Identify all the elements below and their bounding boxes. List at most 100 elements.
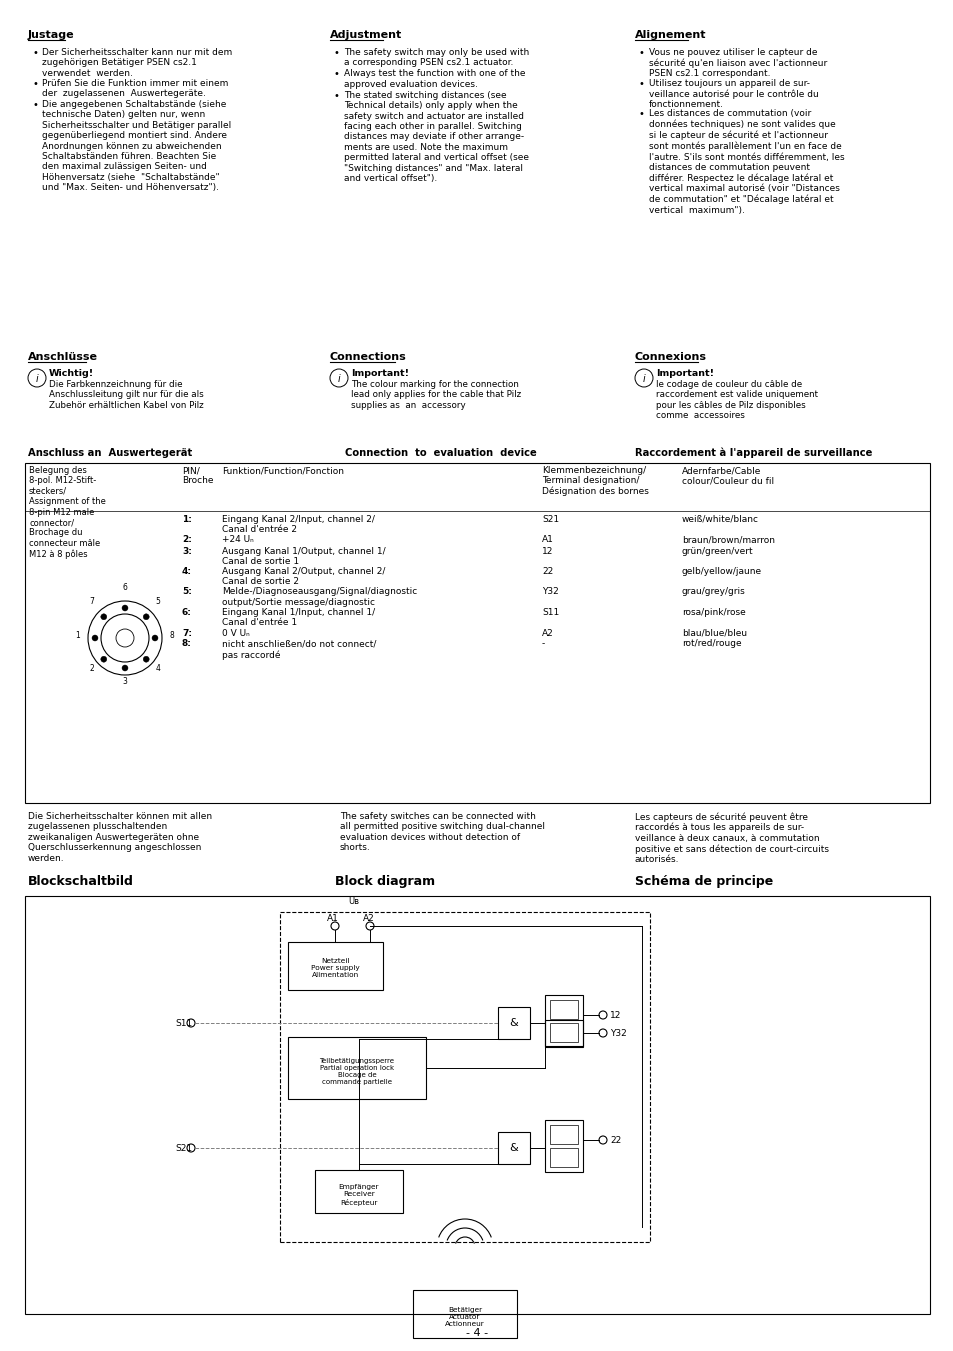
Bar [550, 1000, 578, 1019]
Text: Connection  to  evaluation  device: Connection to evaluation device [345, 449, 537, 458]
Text: 12: 12 [609, 1011, 620, 1020]
Circle shape [143, 657, 149, 662]
Text: -: - [541, 639, 545, 648]
Text: weiß/white/blanc: weiß/white/blanc [681, 515, 759, 524]
Circle shape [122, 665, 128, 671]
Text: Wichtig!: Wichtig! [49, 369, 94, 378]
Text: 12: 12 [541, 547, 553, 555]
Text: Les capteurs de sécurité peuvent être
raccordés à tous les appareils de sur-
vei: Les capteurs de sécurité peuvent être ra… [635, 812, 828, 865]
Text: Always test the function with one of the
approved evaluation devices.: Always test the function with one of the… [344, 69, 525, 89]
Text: A2: A2 [541, 628, 553, 638]
Bar [280, 912, 649, 1242]
Text: 3:: 3: [182, 547, 192, 555]
Text: le codage de couleur du câble de
raccordement est valide uniquement
pour les câb: le codage de couleur du câble de raccord… [656, 380, 817, 420]
Text: •: • [639, 109, 644, 119]
Bar [497, 1006, 530, 1039]
Text: A1: A1 [541, 535, 554, 544]
Text: 22: 22 [609, 1136, 620, 1146]
Text: Betätiger
Actuator
Actionneur: Betätiger Actuator Actionneur [445, 1306, 484, 1327]
Text: •: • [639, 78, 644, 89]
Text: •: • [32, 49, 38, 58]
Text: braun/brown/marron: braun/brown/marron [681, 535, 774, 544]
Text: Eingang Kanal 1/Input, channel 1/
Canal d'entrée 1: Eingang Kanal 1/Input, channel 1/ Canal … [222, 608, 375, 627]
Text: i: i [35, 374, 38, 384]
Text: Schéma de principe: Schéma de principe [635, 875, 773, 888]
Text: Justage: Justage [28, 30, 74, 41]
Text: Block diagram: Block diagram [335, 875, 435, 888]
Text: Melde-/Diagnoseausgang/Signal/diagnostic
output/Sortie message/diagnostic: Melde-/Diagnoseausgang/Signal/diagnostic… [222, 588, 416, 607]
Text: Die angegebenen Schaltabstände (siehe
technische Daten) gelten nur, wenn
Sicherh: Die angegebenen Schaltabstände (siehe te… [42, 100, 231, 192]
Text: S21: S21 [541, 515, 558, 524]
Text: Eingang Kanal 2/Input, channel 2/
Canal d'entrée 2: Eingang Kanal 2/Input, channel 2/ Canal … [222, 515, 375, 535]
Text: Adjustment: Adjustment [330, 30, 402, 41]
Text: •: • [32, 78, 38, 89]
Bar [288, 942, 382, 990]
Bar [497, 1132, 530, 1165]
Bar [544, 1020, 582, 1046]
Text: 1: 1 [75, 631, 80, 639]
Text: 1:: 1: [182, 515, 192, 524]
Text: S21: S21 [174, 1144, 192, 1152]
Text: grau/grey/gris: grau/grey/gris [681, 588, 745, 597]
Text: Die Farbkennzeichnung für die
Anschlussleitung gilt nur für die als
Zubehör erhä: Die Farbkennzeichnung für die Anschlussl… [49, 380, 204, 409]
Circle shape [143, 613, 149, 620]
Text: 2:: 2: [182, 535, 192, 544]
Text: 8: 8 [170, 631, 174, 639]
Text: Der Sicherheitsschalter kann nur mit dem
zugehörigen Betätiger PSEN cs2.1
verwen: Der Sicherheitsschalter kann nur mit dem… [42, 49, 232, 78]
Bar [550, 1148, 578, 1167]
Text: Klemmenbezeichnung/
Terminal designation/
Désignation des bornes: Klemmenbezeichnung/ Terminal designation… [541, 466, 648, 496]
Text: PIN/
Broche: PIN/ Broche [182, 466, 213, 485]
Text: rot/red/rouge: rot/red/rouge [681, 639, 740, 648]
Circle shape [91, 635, 98, 640]
Text: The stated switching distances (see
Technical details) only apply when the
safet: The stated switching distances (see Tech… [344, 91, 529, 182]
Text: S11: S11 [541, 608, 558, 617]
Text: &: & [509, 1019, 517, 1028]
Text: Utilisez toujours un appareil de sur-
veillance autorisé pour le contrôle du
fon: Utilisez toujours un appareil de sur- ve… [648, 78, 818, 109]
Text: i: i [337, 374, 340, 384]
Text: 22: 22 [541, 567, 553, 576]
Text: 5: 5 [155, 597, 160, 607]
Text: &: & [509, 1143, 517, 1152]
Text: gelb/yellow/jaune: gelb/yellow/jaune [681, 567, 761, 576]
Text: nicht anschließen/do not connect/
pas raccordé: nicht anschließen/do not connect/ pas ra… [222, 639, 376, 659]
Text: 0 V Uₙ: 0 V Uₙ [222, 628, 250, 638]
Text: The colour marking for the connection
lead only applies for the cable that Pilz
: The colour marking for the connection le… [351, 380, 520, 409]
Text: •: • [334, 69, 339, 80]
Bar [25, 463, 929, 802]
Text: 7:: 7: [182, 628, 192, 638]
Text: •: • [32, 100, 38, 109]
Text: The safety switches can be connected with
all permitted positive switching dual-: The safety switches can be connected wit… [339, 812, 544, 852]
Text: Raccordement à l'appareil de surveillance: Raccordement à l'appareil de surveillanc… [635, 449, 871, 458]
Text: Vous ne pouvez utiliser le capteur de
sécurité qu'en liaison avec l'actionneur
P: Vous ne pouvez utiliser le capteur de sé… [648, 49, 826, 78]
Bar [544, 994, 582, 1047]
Text: S11: S11 [174, 1019, 193, 1028]
Text: 6: 6 [122, 584, 128, 593]
Circle shape [122, 605, 128, 611]
Text: Y32: Y32 [541, 588, 558, 597]
Text: Connections: Connections [330, 353, 406, 362]
Bar [413, 1290, 517, 1337]
Text: 4:: 4: [182, 567, 192, 576]
Circle shape [101, 657, 107, 662]
Text: Ausgang Kanal 2/Output, channel 2/
Canal de sortie 2: Ausgang Kanal 2/Output, channel 2/ Canal… [222, 567, 385, 586]
Text: •: • [334, 49, 339, 58]
Text: •: • [334, 91, 339, 101]
Text: Important!: Important! [351, 369, 409, 378]
Text: Adernfarbe/Cable
colour/Couleur du fil: Adernfarbe/Cable colour/Couleur du fil [681, 466, 773, 485]
Text: Die Sicherheitsschalter können mit allen
zugelassenen plusschaltenden
zweikanali: Die Sicherheitsschalter können mit allen… [28, 812, 212, 862]
Text: Empfänger
Receiver
Récepteur: Empfänger Receiver Récepteur [338, 1185, 379, 1205]
Text: Funktion/Function/Fonction: Funktion/Function/Fonction [222, 466, 344, 476]
Text: Netzteil
Power supply
Alimentation: Netzteil Power supply Alimentation [311, 958, 359, 978]
Text: Important!: Important! [656, 369, 713, 378]
Text: 7: 7 [90, 597, 94, 607]
Bar [288, 1038, 426, 1098]
Text: Ausgang Kanal 1/Output, channel 1/
Canal de sortie 1: Ausgang Kanal 1/Output, channel 1/ Canal… [222, 547, 385, 566]
Text: Anschlüsse: Anschlüsse [28, 353, 98, 362]
Bar [550, 1125, 578, 1144]
Text: Connexions: Connexions [635, 353, 706, 362]
Bar [25, 896, 929, 1315]
Text: rosa/pink/rose: rosa/pink/rose [681, 608, 745, 617]
Text: Belegung des
8-pol. M12-Stift-
steckers/
Assignment of the
8-pin M12 male
connec: Belegung des 8-pol. M12-Stift- steckers/… [29, 466, 106, 559]
Bar [314, 1170, 402, 1213]
Circle shape [101, 613, 107, 620]
